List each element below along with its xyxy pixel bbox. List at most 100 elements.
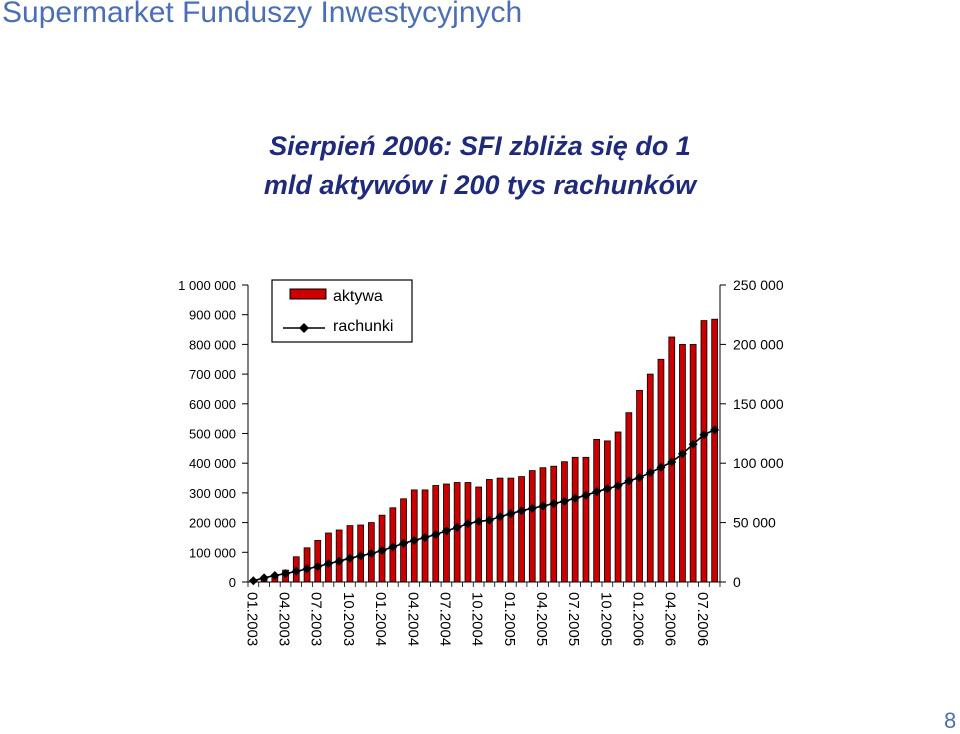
x-tick-label: 10.2004 xyxy=(469,592,486,646)
legend: aktywa rachunki xyxy=(271,279,413,343)
bar-aktywa-01.2005 xyxy=(507,477,515,583)
x-tick-label: 04.2006 xyxy=(662,592,679,646)
left-tick-label: 400 000 xyxy=(189,456,236,471)
left-tick-label: 200 000 xyxy=(189,516,236,531)
bar-aktywa-09.2004 xyxy=(464,482,472,583)
point-rachunki-02.2006 xyxy=(645,468,655,478)
point-rachunki-05.2003 xyxy=(291,566,301,576)
x-tick-label: 04.2004 xyxy=(404,592,421,646)
left-tick-label: 300 000 xyxy=(189,486,236,501)
right-tick-label: 200 000 xyxy=(733,336,784,352)
bar-aktywa-07.2006 xyxy=(700,320,708,583)
bar-aktywa-10.2005 xyxy=(604,440,611,583)
point-rachunki-12.2003 xyxy=(366,548,376,558)
point-rachunki-11.2005 xyxy=(613,481,623,491)
bar-aktywa-03.2005 xyxy=(528,470,536,583)
right-tick-label: 150 000 xyxy=(733,396,784,412)
point-rachunki-02.2005 xyxy=(517,506,527,516)
point-rachunki-05.2006 xyxy=(677,449,687,459)
point-rachunki-01.2006 xyxy=(635,472,645,482)
point-rachunki-10.2003 xyxy=(345,553,355,563)
bar-aktywa-12.2004 xyxy=(496,477,504,583)
x-tick-label: 01.2004 xyxy=(372,592,389,646)
point-rachunki-03.2003 xyxy=(270,570,280,580)
bar-aktywa-10.2004 xyxy=(475,486,483,583)
point-rachunki-03.2005 xyxy=(527,503,537,513)
point-rachunki-02.2004 xyxy=(388,542,398,552)
bar-aktywa-09.2005 xyxy=(593,438,601,583)
point-rachunki-07.2004 xyxy=(441,526,451,536)
bar-aktywa-12.2005 xyxy=(625,412,633,583)
point-rachunki-01.2004 xyxy=(377,546,387,556)
left-tick-label: 1 000 000 xyxy=(178,278,236,293)
bar-aktywa-02.2006 xyxy=(646,373,654,583)
point-rachunki-07.2005 xyxy=(570,493,580,503)
page-number: 8 xyxy=(944,708,957,733)
point-rachunki-12.2004 xyxy=(495,512,505,522)
left-tick-label: 500 000 xyxy=(189,427,236,442)
x-tick-label: 01.2005 xyxy=(501,592,518,646)
legend-bar-swatch xyxy=(289,288,327,300)
point-rachunki-12.2005 xyxy=(624,476,634,486)
headline-line-2: mld aktywów i 200 tys rachunków xyxy=(263,170,697,200)
bar-aktywa-05.2006 xyxy=(679,343,686,583)
left-tick-label: 900 000 xyxy=(189,308,236,323)
x-tick-label: 01.2006 xyxy=(630,592,647,646)
line-series-rachunki xyxy=(248,425,720,586)
bar-aktywa-11.2005 xyxy=(614,431,622,583)
legend-line-marker xyxy=(299,323,309,333)
point-rachunki-09.2004 xyxy=(463,519,473,529)
right-tick-label: 0 xyxy=(733,574,741,590)
bar-aktywa-04.2005 xyxy=(539,467,547,583)
point-rachunki-11.2004 xyxy=(484,515,494,525)
point-rachunki-09.2003 xyxy=(334,556,344,566)
bar-aktywa-08.2005 xyxy=(582,456,590,583)
left-tick-label: 600 000 xyxy=(189,397,236,412)
bar-aktywa-09.2003 xyxy=(335,529,343,583)
right-tick-label: 100 000 xyxy=(733,455,784,471)
point-rachunki-04.2003 xyxy=(281,569,291,579)
x-tick-label: 07.2003 xyxy=(308,592,325,646)
right-tick-label: 50 000 xyxy=(733,515,776,531)
point-rachunki-10.2005 xyxy=(602,484,612,494)
point-rachunki-06.2006 xyxy=(688,439,698,449)
point-rachunki-11.2003 xyxy=(356,551,366,561)
x-tick-label: 10.2005 xyxy=(597,592,614,646)
point-rachunki-10.2004 xyxy=(474,516,484,526)
x-tick-label: 07.2005 xyxy=(565,592,582,646)
left-tick-label: 0 xyxy=(229,575,236,590)
page-title: Supermarket Funduszy Inwestycyjnych xyxy=(2,0,523,29)
bar-aktywa-01.2006 xyxy=(636,389,643,583)
left-tick-label: 700 000 xyxy=(189,367,236,382)
x-tick-label: 10.2003 xyxy=(340,592,357,646)
point-rachunki-07.2003 xyxy=(313,562,323,572)
legend-label-rachunki: rachunki xyxy=(333,318,393,335)
point-rachunki-08.2005 xyxy=(581,490,591,500)
axes: 0 100 000 200 000 300 000 400 000 500 000 600 … xyxy=(178,277,784,646)
bar-aktywa-08.2004 xyxy=(453,482,461,583)
point-rachunki-07.2006 xyxy=(699,430,709,440)
headline-line-1: Sierpień 2006: SFI zbliża się do 1 xyxy=(269,131,691,161)
point-rachunki-01.2003 xyxy=(248,576,258,586)
bar-aktywa-06.2005 xyxy=(561,461,568,583)
bar-aktywa-06.2006 xyxy=(689,343,697,583)
left-tick-label: 800 000 xyxy=(189,337,236,352)
point-rachunki-08.2004 xyxy=(452,522,462,532)
bars-series-aktywa xyxy=(249,318,719,583)
bar-aktywa-11.2004 xyxy=(485,479,493,583)
point-rachunki-04.2005 xyxy=(538,501,548,511)
point-rachunki-05.2004 xyxy=(420,532,430,542)
point-rachunki-04.2006 xyxy=(667,457,677,467)
point-rachunki-04.2004 xyxy=(409,535,419,545)
legend-label-aktywa: aktywa xyxy=(333,288,383,305)
x-tick-label: 01.2003 xyxy=(243,592,260,646)
point-rachunki-08.2006 xyxy=(710,425,720,435)
right-tick-label: 250 000 xyxy=(733,277,784,293)
point-rachunki-03.2004 xyxy=(399,538,409,548)
bar-aktywa-07.2005 xyxy=(571,456,579,583)
point-rachunki-03.2006 xyxy=(656,462,666,472)
point-rachunki-01.2005 xyxy=(506,509,516,519)
bar-aktywa-02.2005 xyxy=(518,476,525,583)
x-tick-label: 04.2005 xyxy=(533,592,550,646)
